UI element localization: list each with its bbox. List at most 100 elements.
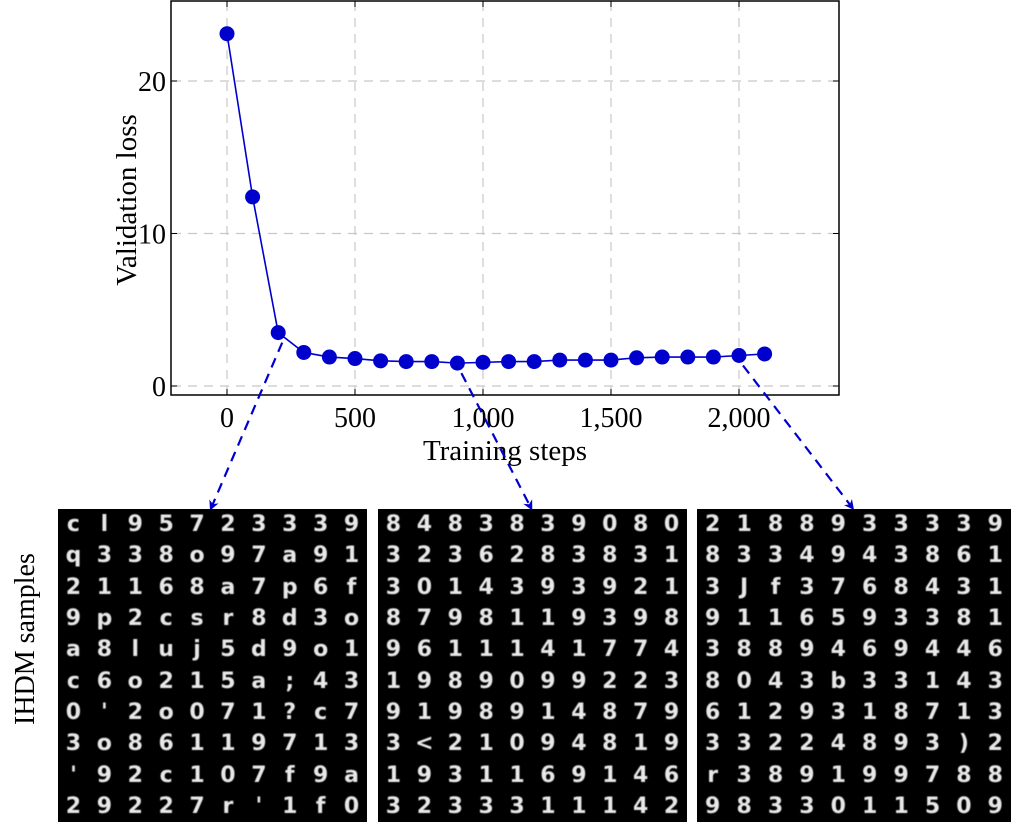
digit-sample: 8 (602, 543, 618, 569)
digit-sample: 4 (767, 668, 784, 694)
digit-sample: o (127, 668, 143, 694)
digit-sample: c (66, 668, 80, 694)
data-point (705, 349, 721, 365)
loss-series (219, 26, 773, 371)
x-tick-label: 1,000 (452, 403, 515, 434)
digit-sample: 6 (862, 637, 878, 663)
digit-sample: 3 (65, 731, 82, 757)
digit-sample: 1 (282, 793, 298, 819)
digit-sample: 9 (127, 512, 143, 538)
digit-sample: 8 (767, 512, 784, 538)
digit-sample: 5 (220, 668, 236, 694)
digit-sample: j (193, 637, 201, 663)
digit-sample: 3 (767, 543, 784, 569)
digit-sample: 8 (632, 512, 649, 538)
data-point (501, 354, 517, 370)
data-point (577, 352, 593, 368)
digit-sample: 3 (893, 512, 909, 538)
digit-sample: 1 (189, 668, 205, 694)
y-tick-label: 10 (138, 220, 166, 251)
digit-sample: 3 (385, 574, 402, 600)
digit-sample: 1 (602, 793, 618, 819)
digit-sample: 4 (571, 699, 587, 725)
digit-sample: 7 (251, 762, 267, 788)
digit-sample: 1 (540, 793, 556, 819)
digit-sample: 3 (924, 512, 941, 538)
digit-sample: 9 (385, 699, 402, 725)
digit-sample: 9 (343, 512, 360, 538)
digit-sample: a (282, 543, 298, 569)
y-tick-label: 20 (138, 67, 166, 98)
digit-sample: 1 (862, 793, 878, 819)
digit-sample: 1 (447, 637, 463, 663)
digit-sample: 6 (705, 699, 721, 725)
digit-sample: 3 (96, 543, 112, 569)
digit-sample: 7 (632, 699, 649, 725)
digit-sample: ? (283, 699, 297, 725)
digit-sample: 0 (189, 699, 205, 725)
digit-sample: 9 (830, 543, 846, 569)
digit-sample: 8 (602, 699, 618, 725)
digit-sample: 8 (251, 606, 267, 632)
digit-sample: 7 (189, 512, 205, 538)
digit-sample: a (344, 762, 359, 788)
digit-sample: 9 (862, 606, 878, 632)
data-point (373, 353, 389, 369)
digit-sample: r (222, 606, 234, 632)
digit-sample: 3 (312, 606, 329, 632)
digit-sample: 9 (478, 668, 494, 694)
digit-sample: 0 (602, 512, 618, 538)
digit-sample: 2 (127, 699, 143, 725)
data-point (245, 189, 261, 205)
digit-sample: 9 (799, 637, 815, 663)
digit-sample: 9 (312, 762, 329, 788)
digit-sample: 1 (189, 731, 205, 757)
digit-sample: o (189, 543, 205, 569)
digit-sample: 8 (540, 543, 556, 569)
digit-sample: 3 (282, 512, 298, 538)
digit-sample: 3 (571, 574, 587, 600)
digit-sample: 3 (862, 512, 878, 538)
digit-sample: 9 (663, 699, 680, 725)
digit-sample: 8 (862, 731, 878, 757)
digit-sample: c (159, 762, 173, 788)
digit-sample: 1 (893, 793, 909, 819)
digit-sample: 3 (632, 543, 649, 569)
digit-sample: 3 (478, 793, 494, 819)
digit-sample: 4 (478, 574, 494, 600)
digit-sample: 2 (602, 668, 618, 694)
digit-sample: 4 (924, 574, 941, 600)
digit-sample: 3 (893, 668, 909, 694)
digit-sample: 1 (478, 731, 494, 757)
digit-sample: f (315, 793, 326, 819)
digit-sample: 1 (987, 543, 1003, 569)
digit-sample: f (770, 574, 781, 600)
digit-sample: 3 (343, 668, 360, 694)
digit-sample: 0 (509, 731, 525, 757)
digit-sample: 9 (632, 606, 649, 632)
digit-sample: ) (958, 731, 969, 757)
digit-sample: 3 (987, 699, 1003, 725)
digit-sample: 6 (96, 668, 112, 694)
digit-sample: 9 (571, 512, 587, 538)
data-point (731, 348, 747, 363)
digit-sample: 3 (509, 574, 525, 600)
digit-sample: d (281, 606, 298, 632)
data-point (552, 352, 568, 368)
digit-sample: 3 (312, 512, 329, 538)
digit-sample: 6 (956, 543, 972, 569)
digit-sample: 3 (447, 762, 463, 788)
digit-sample: 8 (96, 637, 112, 663)
digit-sample: 7 (602, 637, 618, 663)
digit-sample: 0 (956, 793, 972, 819)
data-point (526, 354, 542, 370)
dashed-arrow (209, 342, 284, 511)
x-tick-label: 0 (220, 403, 234, 434)
digit-sample: 7 (251, 574, 267, 600)
digit-sample: 9 (540, 731, 556, 757)
axis-ticks (171, 1, 839, 395)
data-point (347, 351, 363, 367)
